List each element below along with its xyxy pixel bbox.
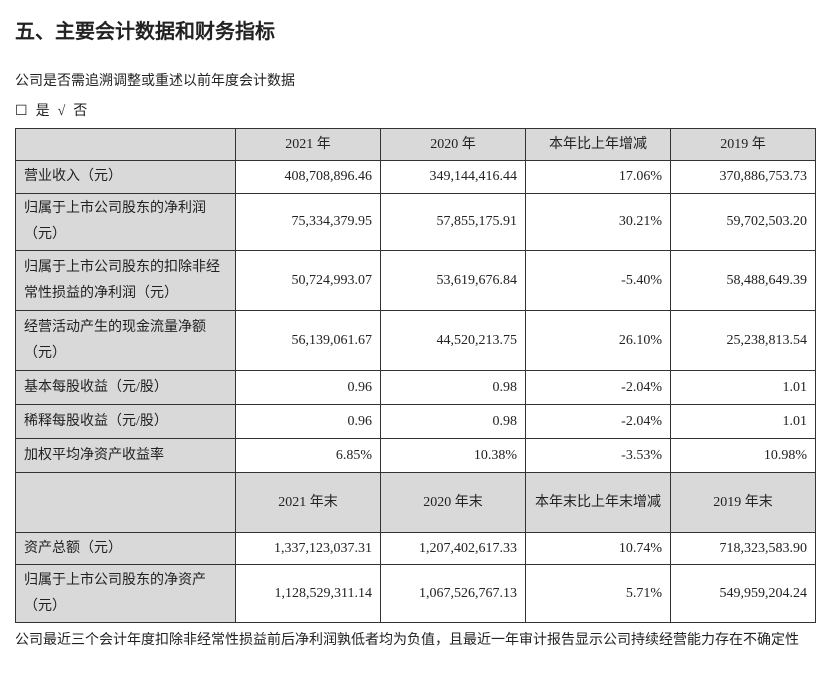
section-title: 五、主要会计数据和财务指标 [15, 19, 275, 43]
cell-value: -5.40% [525, 250, 671, 311]
cell-value: 0.96 [235, 370, 381, 405]
table-row: 加权平均净资产收益率 6.85% 10.38% -3.53% 10.98% [15, 438, 816, 473]
cell-value: 0.98 [380, 404, 526, 439]
cell-value: 44,520,213.75 [380, 310, 526, 371]
cell-value: 0.98 [380, 370, 526, 405]
column-header [15, 472, 236, 533]
row-label: 归属于上市公司股东的扣除非经常性损益的净利润（元） [15, 250, 236, 311]
check-icon: √ [57, 104, 66, 119]
cell-value: 718,323,583.90 [670, 532, 816, 565]
column-header: 2020 年末 [380, 472, 526, 533]
no-label: 否 [73, 104, 88, 119]
row-label: 加权平均净资产收益率 [15, 438, 236, 473]
column-header: 2020 年 [380, 128, 526, 161]
row-label: 经营活动产生的现金流量净额（元） [15, 310, 236, 371]
table-header-row: 2021 年末 2020 年末 本年末比上年末增减 2019 年末 [15, 472, 816, 533]
cell-value: 26.10% [525, 310, 671, 371]
cell-value: 56,139,061.67 [235, 310, 381, 371]
table-header-row: 2021 年 2020 年本年比上年增减 2019 年 [15, 128, 816, 161]
cell-value: 408,708,896.46 [235, 160, 381, 194]
cell-value: 1.01 [670, 370, 816, 405]
yes-label: 是 [35, 104, 50, 119]
cell-value: 50,724,993.07 [235, 250, 381, 311]
column-header: 本年比上年增减 [525, 128, 671, 161]
cell-value: 0.96 [235, 404, 381, 439]
cell-value: -2.04% [525, 370, 671, 405]
table-row: 归属于上市公司股东的扣除非经常性损益的净利润（元） 50,724,993.07 53… [15, 250, 816, 311]
row-label: 资产总额（元） [15, 532, 236, 565]
cell-value: 1,128,529,311.14 [235, 564, 381, 623]
row-label: 稀释每股收益（元/股） [15, 404, 236, 439]
row-label: 归属于上市公司股东的净利润（元） [15, 193, 236, 251]
cell-value: 25,238,813.54 [670, 310, 816, 371]
row-label: 归属于上市公司股东的净资产（元） [15, 564, 236, 623]
row-label: 营业收入（元） [15, 160, 236, 194]
cell-value: 1,207,402,617.33 [380, 532, 526, 565]
column-header: 2019 年 [670, 128, 816, 161]
table-row: 经营活动产生的现金流量净额（元） 56,139,061.67 44,520,213.… [15, 310, 816, 371]
cell-value: 6.85% [235, 438, 381, 473]
cell-value: -2.04% [525, 404, 671, 439]
cell-value: 17.06% [525, 160, 671, 194]
cell-value: 57,855,175.91 [380, 193, 526, 251]
table-row: 归属于上市公司股东的净利润（元） 75,334,379.95 57,855,175.… [15, 193, 816, 251]
column-header [15, 128, 236, 161]
cell-value: 370,886,753.73 [670, 160, 816, 194]
restatement-options: ☐ 是 √ 否 [15, 100, 95, 120]
cell-value: 10.74% [525, 532, 671, 565]
cell-value: 59,702,503.20 [670, 193, 816, 251]
cell-value: 58,488,649.39 [670, 250, 816, 311]
cell-value: 75,334,379.95 [235, 193, 381, 251]
yes-checkbox: ☐ [15, 104, 28, 119]
financial-table: 2021 年 2020 年本年比上年增减 2019 年营业收入（元） 408,708,… [15, 128, 816, 623]
footer-note: 公司最近三个会计年度扣除非经常性损益前后净利润孰低者均为负值，且最近一年审计报告… [15, 633, 799, 648]
table-row: 基本每股收益（元/股） 0.96 0.98 -2.04% 1.01 [15, 370, 816, 405]
cell-value: 10.38% [380, 438, 526, 473]
cell-value: 1.01 [670, 404, 816, 439]
cell-value: 5.71% [525, 564, 671, 623]
cell-value: 10.98% [670, 438, 816, 473]
column-header: 2021 年 [235, 128, 381, 161]
table-row: 资产总额（元） 1,337,123,037.31 1,207,402,617.33 1… [15, 532, 816, 565]
column-header: 2021 年末 [235, 472, 381, 533]
restatement-question: 公司是否需追溯调整或重述以前年度会计数据 [15, 74, 295, 89]
cell-value: 53,619,676.84 [380, 250, 526, 311]
cell-value: 549,959,204.24 [670, 564, 816, 623]
row-label: 基本每股收益（元/股） [15, 370, 236, 405]
table-row: 稀释每股收益（元/股） 0.96 0.98 -2.04% 1.01 [15, 404, 816, 439]
table-row: 营业收入（元） 408,708,896.46 349,144,416.44 17.06… [15, 160, 816, 194]
table-row: 归属于上市公司股东的净资产（元） 1,128,529,311.14 1,067,52… [15, 564, 816, 623]
cell-value: 349,144,416.44 [380, 160, 526, 194]
column-header: 本年末比上年末增减 [525, 472, 671, 533]
cell-value: -3.53% [525, 438, 671, 473]
column-header: 2019 年末 [670, 472, 816, 533]
cell-value: 30.21% [525, 193, 671, 251]
cell-value: 1,337,123,037.31 [235, 532, 381, 565]
cell-value: 1,067,526,767.13 [380, 564, 526, 623]
